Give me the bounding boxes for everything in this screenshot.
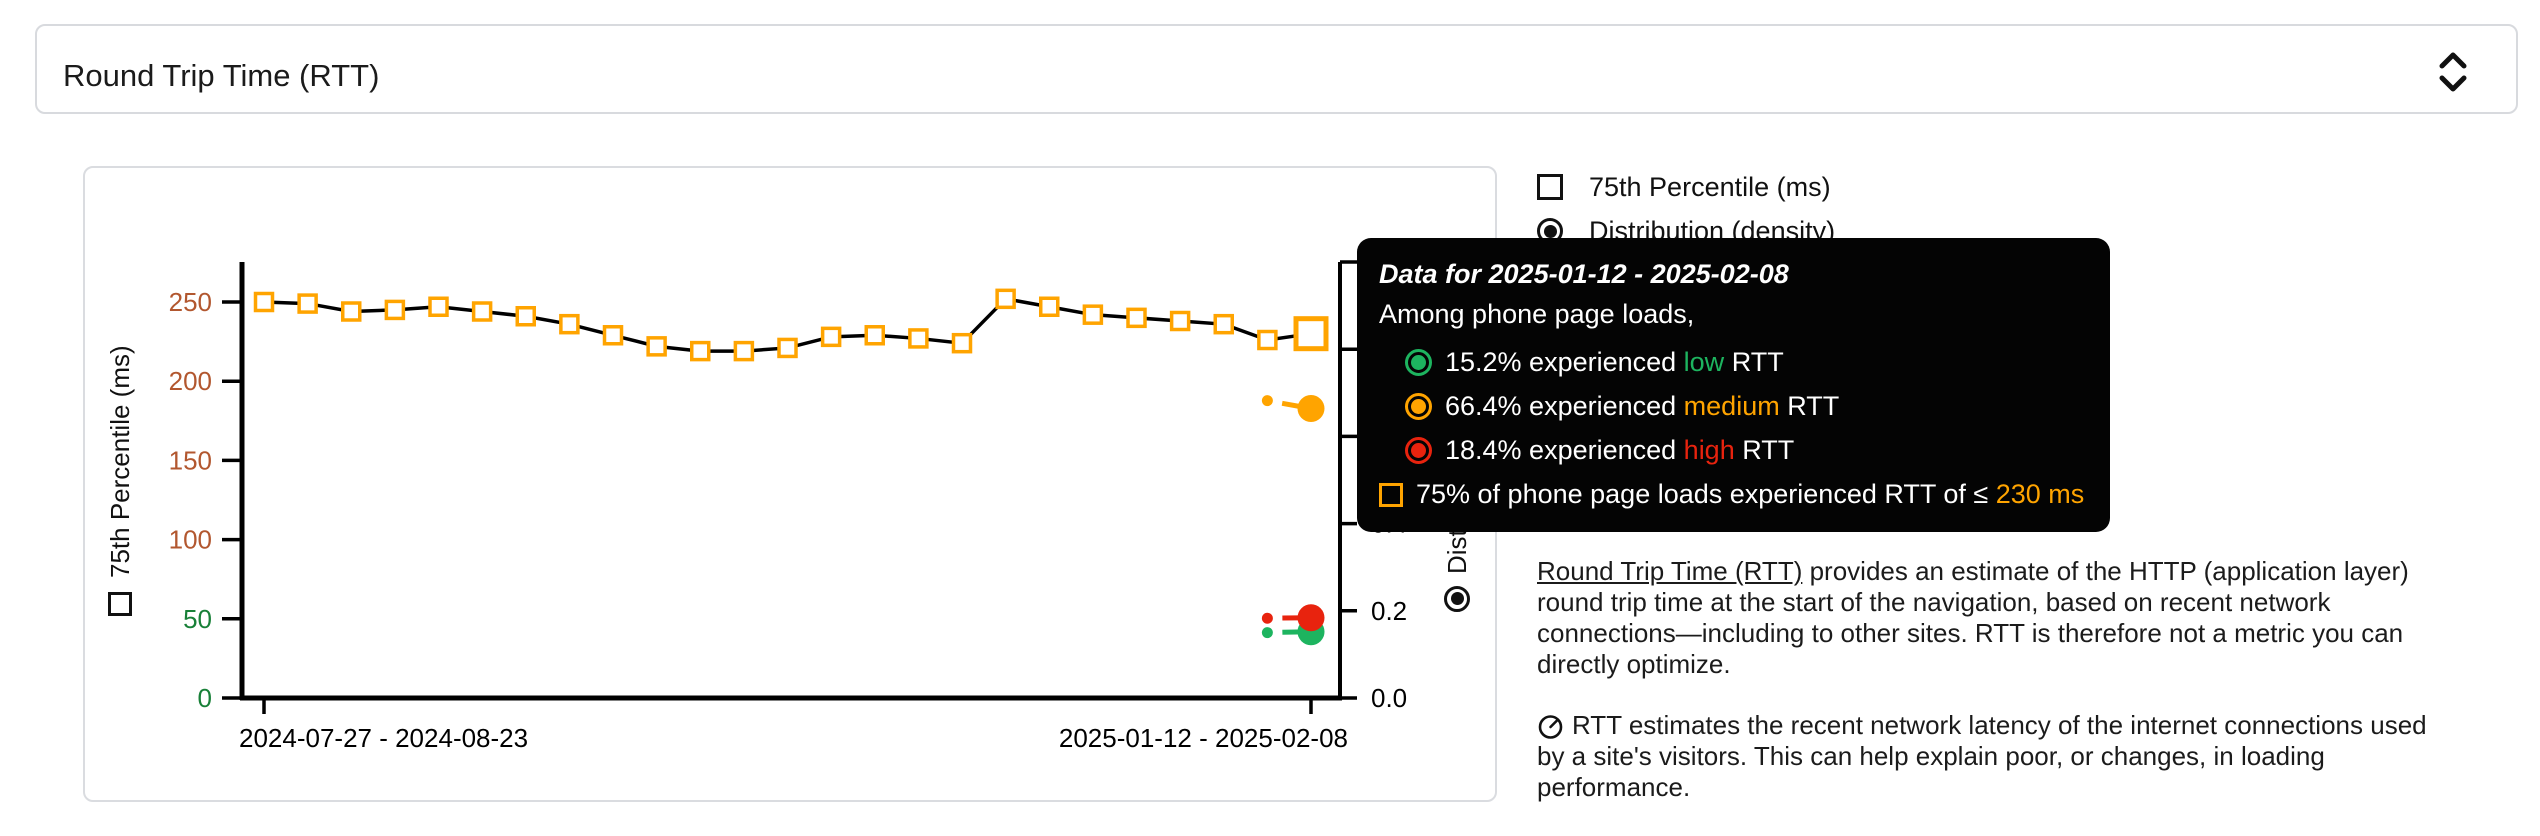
metric-description: Round Trip Time (RTT) provides an estima… — [1537, 556, 2477, 803]
series-legend: 75th Percentile (ms) Distribution (densi… — [1537, 170, 1835, 248]
percentile-series-checkbox[interactable] — [108, 592, 132, 616]
svg-text:0.0: 0.0 — [1371, 683, 1407, 713]
left-axis-title-label: 75th Percentile (ms) — [104, 345, 135, 578]
description-line: by a site's visitors. This can help expl… — [1537, 741, 2325, 771]
distribution-series-radio[interactable] — [1444, 586, 1470, 612]
percentile-marker-icon — [1379, 482, 1403, 507]
description-line: round trip time at the start of the navi… — [1537, 587, 2331, 617]
high-density-marker-icon — [1405, 437, 1432, 464]
svg-text:100: 100 — [169, 525, 212, 555]
tooltip-highlight-1: medium — [1683, 391, 1780, 421]
unfold-more-icon — [2439, 52, 2467, 92]
legend-label-percentile: 75th Percentile (ms) — [1589, 171, 1831, 202]
svg-text:50: 50 — [183, 604, 212, 634]
svg-text:150: 150 — [169, 445, 212, 475]
gauge-icon — [1538, 715, 1563, 739]
legend-item-percentile[interactable]: 75th Percentile (ms) — [1537, 170, 1835, 204]
svg-text:2024-07-27 - 2024-08-23: 2024-07-27 - 2024-08-23 — [239, 723, 528, 753]
tooltip-subtitle: Among phone page loads, — [1379, 299, 1695, 329]
tooltip-highlight-footer: 230 ms — [1995, 479, 2085, 509]
description-line: connections—including to other sites. RT… — [1537, 618, 2404, 648]
tooltip-row-medium: 66.4% experienced medium RTT — [1379, 391, 2088, 422]
svg-text:250: 250 — [169, 287, 212, 317]
tooltip-title: Data for 2025-01-12 - 2025-02-08 — [1379, 259, 1789, 289]
metric-select-label: Round Trip Time (RTT) — [63, 58, 380, 93]
svg-text:0.2: 0.2 — [1371, 596, 1407, 626]
tooltip-highlight-0: low — [1683, 347, 1725, 377]
tooltip-highlight-2: high — [1683, 435, 1735, 465]
tooltip-row-low: 15.2% experienced low RTT — [1379, 347, 2088, 378]
svg-text:2025-01-12 - 2025-02-08: 2025-01-12 - 2025-02-08 — [1059, 723, 1348, 753]
left-axis-title: 75th Percentile (ms) — [103, 344, 137, 616]
description-line: Round Trip Time (RTT) provides an estima… — [1537, 556, 2409, 586]
description-line: performance. — [1537, 772, 1691, 802]
svg-text:0: 0 — [198, 683, 212, 713]
metric-select[interactable]: Round Trip Time (RTT) — [35, 24, 2518, 114]
medium-density-marker-icon — [1405, 393, 1432, 420]
rtt-doc-link[interactable]: Round Trip Time (RTT) — [1537, 556, 1803, 586]
description-line: RTT estimates the recent network latency… — [1537, 710, 2477, 741]
svg-text:200: 200 — [169, 366, 212, 396]
low-density-marker-icon — [1405, 349, 1432, 376]
description-line: directly optimize. — [1537, 649, 1731, 679]
chart-tooltip: Data for 2025-01-12 - 2025-02-08 Among p… — [1357, 238, 2110, 532]
tooltip-row-percentile: 75% of phone page loads experienced RTT … — [1379, 479, 2088, 510]
percentile-checkbox[interactable] — [1537, 174, 1563, 200]
rtt-chart[interactable]: 0501001502002500.00.20.40.60.81.02024-07… — [83, 166, 1497, 802]
tooltip-row-high: 18.4% experienced high RTT — [1379, 435, 2088, 466]
